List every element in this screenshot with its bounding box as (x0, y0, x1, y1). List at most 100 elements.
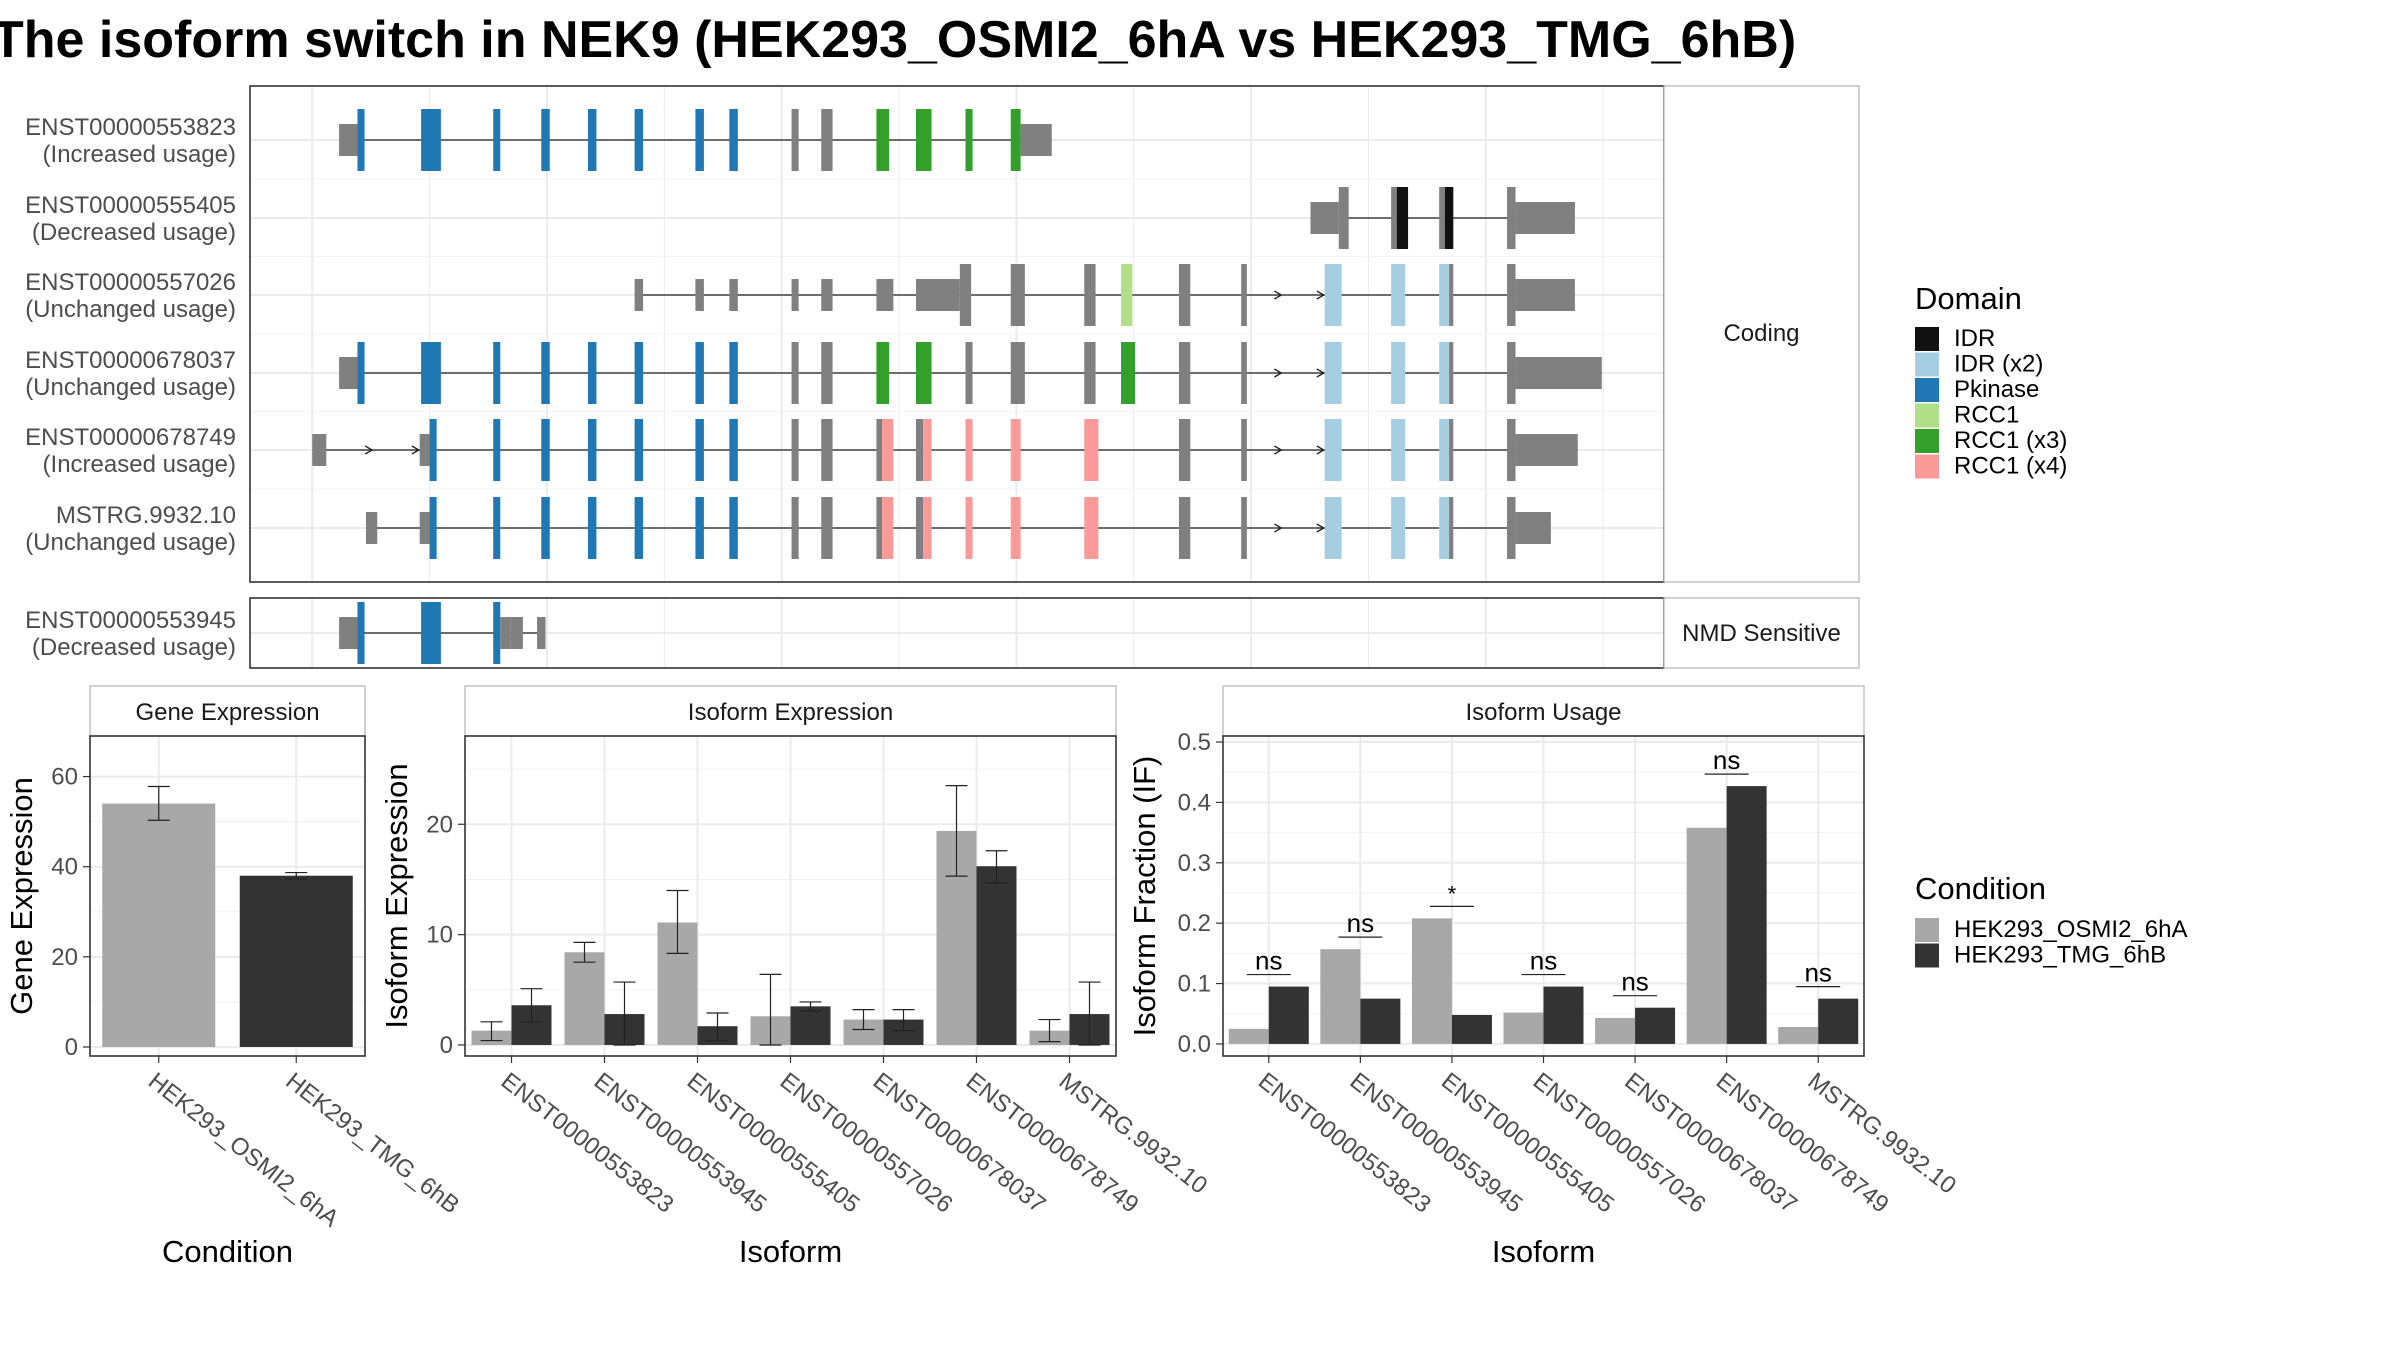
exon (1439, 187, 1445, 249)
x-axis-label: Isoform (1492, 1234, 1595, 1269)
isoform-expression-chart: Isoform Expression01020ENST00000553823EN… (379, 685, 1212, 1269)
legend-label: RCC1 (x3) (1954, 427, 2067, 454)
transcript-id-label: ENST00000557026 (25, 269, 236, 296)
legend-key-pkinase (1915, 378, 1939, 402)
exon (821, 497, 833, 559)
exon (1515, 279, 1575, 311)
exon (634, 497, 644, 559)
exon (1324, 264, 1342, 326)
intron-arrow (1316, 523, 1326, 533)
exon (541, 419, 550, 481)
exon (1507, 187, 1516, 249)
exon (587, 109, 597, 171)
x-tick-label: ENST00000553823 (1253, 1067, 1436, 1218)
bar (1543, 986, 1584, 1044)
legend-key-idr-x2- (1915, 352, 1939, 377)
x-tick-label: ENST00000557026 (1528, 1067, 1711, 1218)
exon (1084, 419, 1099, 481)
bar (1451, 1014, 1492, 1044)
exon (1178, 264, 1191, 326)
transcript-ENST00000555405: ENST00000555405(Decreased usage) (25, 187, 1575, 249)
bar (1818, 998, 1859, 1044)
exon (587, 419, 597, 481)
x-tick-label: ENST00000553945 (589, 1067, 772, 1218)
exon (923, 419, 932, 481)
coding-strip (1663, 85, 1860, 583)
exon (1121, 264, 1133, 326)
exon (1178, 419, 1191, 481)
bar (1268, 986, 1309, 1044)
exon (1084, 342, 1096, 404)
panel-title: Gene Expression (135, 699, 319, 726)
legend-key-condition-2 (1915, 943, 1939, 968)
bar (102, 803, 216, 1047)
exon (1241, 264, 1247, 326)
transcript-usage-label: (Increased usage) (43, 141, 236, 168)
intron-arrow (1274, 290, 1283, 300)
legend-label: RCC1 (x4) (1954, 453, 2067, 480)
significance-label: ns (1255, 946, 1282, 976)
panel-border (89, 735, 366, 1057)
transcript-id-label: ENST00000553945 (25, 607, 236, 634)
y-tick-label: 0.1 (1178, 971, 1211, 998)
exon (965, 109, 973, 171)
significance-label: ns (1621, 967, 1648, 997)
bar (1726, 786, 1767, 1044)
exon (429, 419, 437, 481)
bar (1686, 827, 1727, 1044)
transcript-usage-label: (Decreased usage) (32, 634, 236, 661)
exon (695, 279, 704, 311)
x-tick-label: ENST00000553945 (1345, 1067, 1528, 1218)
exon (965, 419, 973, 481)
exon (634, 109, 644, 171)
exon (821, 419, 833, 481)
exon (1449, 264, 1454, 326)
y-axis-label: Isoform Expression (379, 763, 414, 1028)
legend-label: HEK293_TMG_6hB (1954, 942, 2166, 969)
y-tick-label: 0.5 (1178, 729, 1211, 756)
exon (1439, 342, 1450, 404)
exon (915, 109, 932, 171)
legend-key-rcc1 (1915, 403, 1939, 428)
transcript-ENST00000553945: ENST00000553945(Decreased usage) (25, 602, 546, 664)
y-tick-label: 0 (65, 1034, 78, 1061)
exon (1507, 342, 1516, 404)
exon (1084, 264, 1096, 326)
bar (1360, 998, 1401, 1044)
significance-label: ns (1530, 946, 1557, 976)
transcript-usage-label: (Increased usage) (43, 451, 236, 478)
legend-key-rcc1-x3- (1915, 429, 1939, 453)
exon (500, 617, 511, 649)
exon (587, 497, 597, 559)
transcript-ENST00000553823: ENST00000553823(Increased usage) (25, 109, 1052, 171)
bar (564, 952, 605, 1045)
bar (1503, 1012, 1544, 1044)
exon (1010, 419, 1021, 481)
panel-strip (1222, 685, 1865, 737)
domain-legend-title: Domain (1915, 281, 2022, 316)
x-tick-label: ENST00000678749 (961, 1067, 1144, 1218)
exon (1324, 497, 1342, 559)
legend-key-rcc1-x4- (1915, 454, 1939, 479)
exon (587, 342, 597, 404)
x-tick-label: ENST00000678037 (1619, 1067, 1802, 1218)
exon (915, 342, 932, 404)
transcript-MSTRG.9932.10: MSTRG.9932.10(Unchanged usage) (25, 497, 1551, 559)
exon (634, 342, 644, 404)
exon (1439, 497, 1450, 559)
exon (882, 497, 894, 559)
exon (959, 264, 972, 326)
exon (1515, 202, 1575, 234)
exon (357, 602, 365, 664)
exon (915, 419, 924, 481)
exon (1324, 419, 1342, 481)
significance-label: ns (1804, 958, 1831, 988)
exon (339, 357, 358, 389)
exon (1391, 497, 1406, 559)
intron-arrow (1316, 445, 1326, 455)
exon (791, 279, 799, 311)
